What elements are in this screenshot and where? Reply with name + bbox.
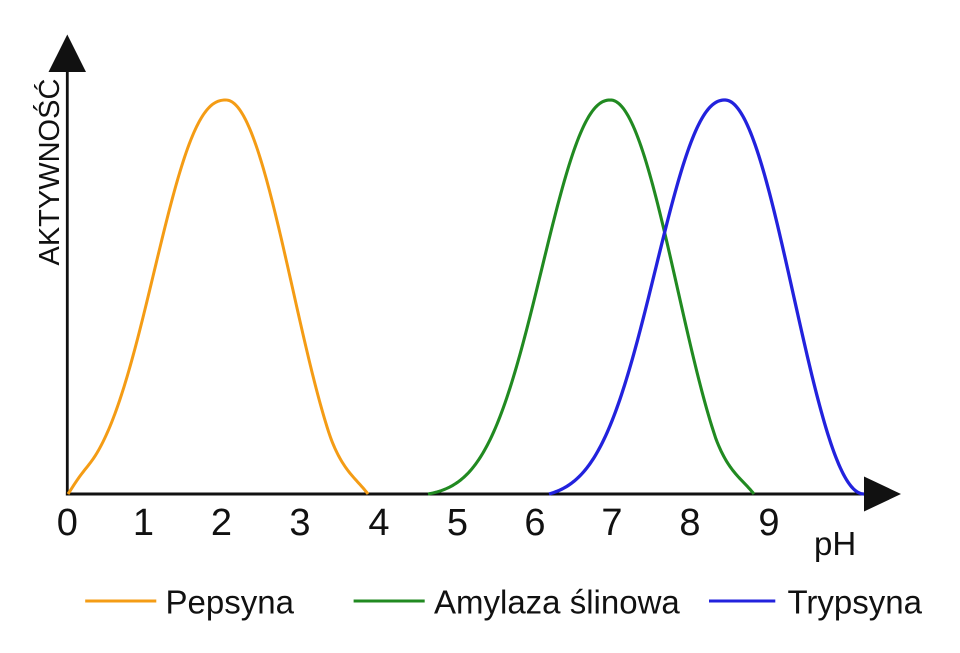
- svg-text:4: 4: [368, 502, 389, 544]
- svg-text:pH: pH: [814, 525, 856, 562]
- svg-text:6: 6: [524, 502, 545, 544]
- svg-text:3: 3: [289, 502, 310, 544]
- svg-text:9: 9: [758, 502, 779, 544]
- svg-text:Trypsyna: Trypsyna: [788, 584, 923, 621]
- svg-text:5: 5: [447, 502, 468, 544]
- svg-text:AKTYWNOŚĆ: AKTYWNOŚĆ: [32, 79, 66, 266]
- svg-text:Amylaza ślinowa: Amylaza ślinowa: [434, 584, 680, 621]
- svg-text:Pepsyna: Pepsyna: [166, 584, 295, 621]
- svg-text:8: 8: [679, 502, 700, 544]
- svg-text:7: 7: [601, 502, 622, 544]
- svg-text:2: 2: [211, 502, 232, 544]
- svg-text:0: 0: [57, 502, 78, 544]
- svg-text:1: 1: [133, 502, 154, 544]
